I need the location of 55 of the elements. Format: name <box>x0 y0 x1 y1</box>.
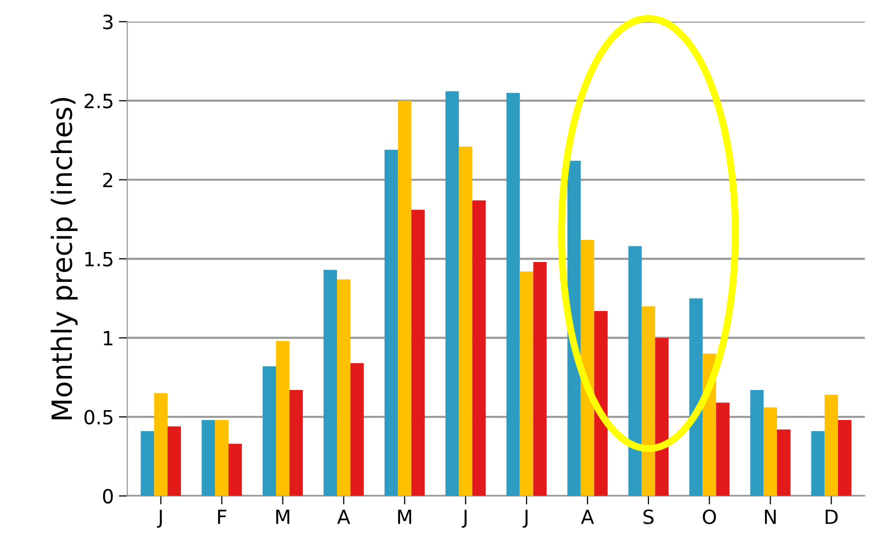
bar <box>750 390 764 496</box>
bar <box>594 310 608 496</box>
bar <box>838 420 852 496</box>
bar <box>350 363 364 496</box>
bar <box>716 402 730 496</box>
bar <box>228 444 242 496</box>
bar <box>289 390 303 496</box>
bar <box>262 366 276 496</box>
bar <box>458 146 472 496</box>
bar <box>567 160 581 496</box>
y-tick-label: 2.5 <box>84 94 112 108</box>
x-tick-label: F <box>218 510 226 524</box>
bar <box>445 91 459 496</box>
bar <box>215 420 228 496</box>
bar <box>384 150 398 496</box>
bar <box>777 430 790 496</box>
bar <box>168 426 181 496</box>
y-tick-label: 0 <box>103 488 113 504</box>
x-tick-label: A <box>337 510 350 524</box>
bar <box>506 92 520 496</box>
x-tick-label: J <box>522 510 528 528</box>
y-axis-title: Monthly precip (inches) <box>50 98 78 420</box>
bar <box>336 279 350 496</box>
x-tick-label: D <box>826 510 838 524</box>
x-tick-label: N <box>764 510 776 524</box>
x-tick-label: M <box>276 510 290 524</box>
bar <box>764 407 778 496</box>
x-tick-label: A <box>581 510 594 524</box>
bar <box>520 271 534 496</box>
y-tick-label: 2 <box>103 172 112 188</box>
bar <box>642 306 656 496</box>
bar <box>472 200 486 496</box>
bar <box>154 393 168 496</box>
bar <box>411 210 425 496</box>
y-tick-label: 3 <box>103 14 113 30</box>
bar <box>533 262 547 496</box>
y-tick-label: 1.5 <box>85 252 112 266</box>
x-tick-label: M <box>398 510 412 524</box>
x-tick-label: J <box>462 510 467 528</box>
bar <box>324 270 337 496</box>
y-tick-label: 1 <box>104 331 112 346</box>
bar <box>689 298 703 496</box>
y-tick-label: 0.5 <box>84 410 112 425</box>
bar <box>398 100 412 496</box>
bar <box>276 341 290 496</box>
bar <box>140 431 154 496</box>
x-tick-label: O <box>702 509 716 524</box>
bar <box>580 240 594 496</box>
bar <box>811 431 825 496</box>
bar <box>655 338 669 496</box>
bar <box>824 394 838 496</box>
bar <box>628 246 642 496</box>
x-tick-label: J <box>156 510 162 528</box>
x-tick-label: S <box>644 509 654 524</box>
bar <box>202 420 216 496</box>
